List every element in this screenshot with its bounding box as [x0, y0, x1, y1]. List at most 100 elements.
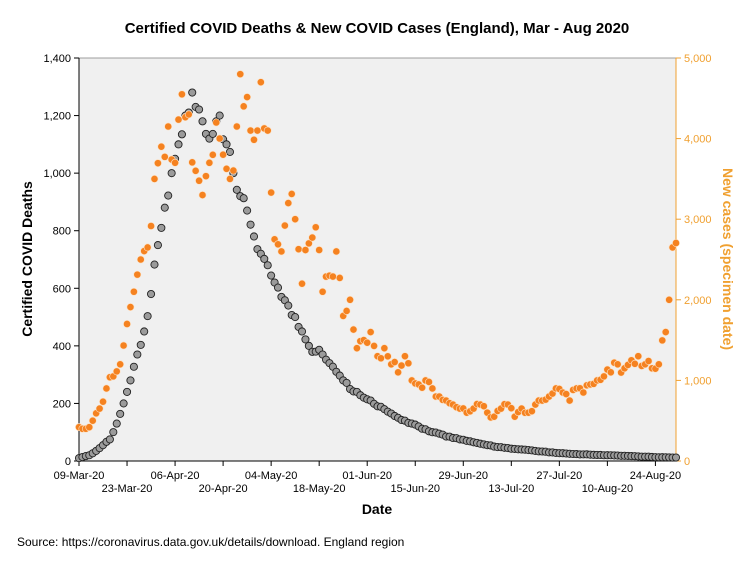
cases-point	[174, 115, 183, 124]
deaths-point	[260, 254, 269, 263]
deaths-point	[164, 191, 173, 200]
cases-point	[274, 240, 282, 249]
deaths-point	[188, 88, 197, 97]
deaths-point	[195, 105, 204, 114]
cases-point	[425, 378, 433, 386]
cases-point	[229, 166, 238, 175]
plot-area	[78, 57, 677, 462]
cases-point	[654, 360, 663, 369]
deaths-point	[140, 327, 149, 336]
cases-point	[342, 307, 351, 315]
cases-point	[401, 352, 409, 361]
cases-point	[397, 361, 406, 370]
deaths-point	[133, 350, 142, 359]
x-tick-label: 06-Apr-20	[151, 470, 200, 482]
y-right-tick-label: 2,000	[684, 295, 712, 307]
deaths-point	[119, 399, 128, 408]
x-tick-label: 27-Jul-20	[536, 470, 582, 482]
cases-series	[75, 70, 680, 433]
cases-point	[123, 320, 131, 328]
cases-point	[479, 402, 488, 411]
cases-point	[644, 357, 653, 365]
cases-point	[219, 150, 228, 159]
cases-point	[490, 412, 499, 421]
cases-point	[380, 344, 389, 353]
x-tick-label: 20-Apr-20	[199, 483, 248, 495]
deaths-point	[198, 117, 207, 126]
y-left-tick-label: 800	[53, 226, 71, 238]
deaths-point	[126, 376, 135, 385]
deaths-point	[267, 271, 276, 280]
deaths-point	[136, 340, 145, 349]
cases-point	[377, 354, 385, 363]
cases-point	[150, 174, 159, 183]
cases-point	[198, 191, 207, 199]
y-right-tick-label: 4,000	[684, 134, 712, 146]
deaths-point	[222, 140, 231, 149]
y-right-tick-label: 0	[684, 456, 690, 468]
deaths-point	[225, 147, 235, 156]
cases-point	[394, 368, 402, 377]
deaths-point	[263, 261, 272, 270]
y-right-tick-label: 3,000	[684, 214, 712, 226]
x-tick-label: 23-Mar-20	[102, 483, 153, 495]
cases-point	[301, 246, 310, 254]
cases-point	[418, 383, 427, 392]
cases-point	[579, 388, 588, 397]
cases-point	[208, 150, 217, 159]
cases-point	[171, 158, 179, 167]
cases-point	[243, 93, 252, 101]
cases-point	[507, 404, 516, 413]
cases-point	[188, 158, 197, 167]
deaths-point	[208, 129, 217, 138]
cases-point	[308, 233, 317, 242]
deaths-point	[249, 232, 259, 241]
deaths-point	[129, 362, 138, 371]
y-left-axis: 0 200 400 600 800 1,000 1,200 1,400	[43, 53, 80, 468]
cases-point	[335, 273, 344, 282]
cases-point	[277, 247, 286, 256]
cases-point	[160, 152, 169, 161]
cases-point	[298, 279, 306, 288]
y-right-tick-label: 1,000	[684, 375, 712, 387]
cases-point	[630, 359, 639, 368]
deaths-point	[301, 335, 310, 344]
deaths-point	[157, 223, 166, 232]
cases-point	[284, 199, 293, 207]
deaths-point	[174, 140, 183, 149]
y-right-axis-label: New cases (specimen date)	[720, 168, 736, 350]
cases-point	[294, 245, 303, 254]
x-tick-label: 29-Jun-20	[439, 470, 489, 482]
deaths-point	[112, 419, 121, 428]
deaths-point	[160, 203, 169, 212]
deaths-point	[232, 185, 241, 194]
cases-point	[202, 172, 210, 181]
cases-point	[239, 102, 248, 111]
cases-point	[658, 336, 667, 345]
cases-point	[527, 407, 536, 416]
source-note: Source: https://coronavirus.data.gov.uk/…	[17, 535, 404, 549]
deaths-point	[122, 387, 132, 396]
cases-point	[143, 243, 152, 252]
cases-point	[133, 270, 142, 279]
x-tick-label: 04-May-20	[245, 470, 298, 482]
cases-point	[370, 342, 378, 350]
cases-point	[606, 368, 615, 377]
cases-point	[195, 176, 203, 185]
y-left-tick-label: 1,000	[43, 168, 71, 180]
cases-point	[661, 328, 670, 336]
y-left-tick-label: 600	[53, 283, 71, 295]
deaths-point	[147, 289, 156, 299]
deaths-point	[284, 301, 293, 310]
deaths-point	[243, 206, 252, 215]
cases-point	[328, 272, 337, 281]
cases-point	[280, 221, 289, 230]
x-tick-label: 15-Jun-20	[390, 483, 440, 495]
cases-point	[205, 158, 214, 167]
cases-point	[212, 118, 221, 127]
cases-point	[119, 341, 128, 350]
chart-title: Certified COVID Deaths & New COVID Cases…	[125, 20, 630, 37]
y-left-tick-label: 400	[53, 341, 71, 353]
cases-point	[318, 287, 327, 296]
